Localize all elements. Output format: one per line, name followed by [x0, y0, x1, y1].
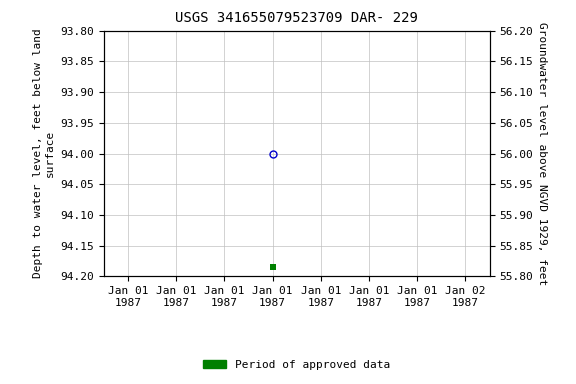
- Title: USGS 341655079523709 DAR- 229: USGS 341655079523709 DAR- 229: [175, 12, 418, 25]
- Y-axis label: Groundwater level above NGVD 1929, feet: Groundwater level above NGVD 1929, feet: [537, 22, 547, 285]
- Legend: Period of approved data: Period of approved data: [199, 355, 394, 374]
- Y-axis label: Depth to water level, feet below land
surface: Depth to water level, feet below land su…: [33, 29, 55, 278]
